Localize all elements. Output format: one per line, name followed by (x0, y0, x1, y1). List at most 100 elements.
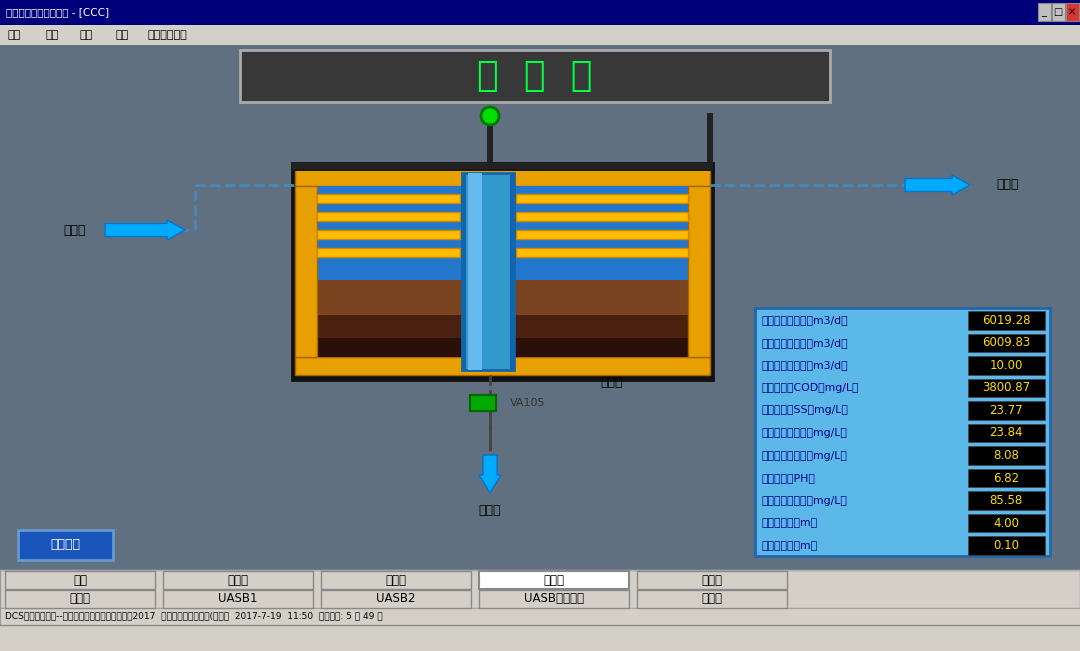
Bar (480, 590, 629, 608)
Bar (968, 311, 1045, 329)
Bar (295, 186, 318, 357)
Bar (295, 186, 710, 357)
Text: 6009.83: 6009.83 (982, 337, 1030, 350)
Text: 初沉池: 初沉池 (600, 376, 622, 389)
Bar (516, 212, 688, 221)
Text: 画面: 画面 (45, 30, 58, 40)
Bar (318, 194, 460, 203)
Bar (0, 45, 1080, 570)
Bar (0, 570, 1080, 608)
Bar (0, 0, 1080, 25)
Bar (968, 492, 1045, 510)
Text: VA105: VA105 (510, 398, 545, 408)
Bar (637, 571, 787, 589)
Text: 气浮池: 气浮池 (702, 574, 723, 587)
Text: 调节池: 调节池 (386, 574, 406, 587)
Text: 3800.87: 3800.87 (982, 381, 1030, 395)
Text: 东方仿真内部开发产品 - [CCC]: 东方仿真内部开发产品 - [CCC] (6, 7, 109, 17)
Text: 帮助: 帮助 (114, 30, 129, 40)
Text: 初沉池: 初沉池 (543, 574, 565, 587)
Bar (1038, 3, 1051, 21)
Bar (487, 113, 492, 168)
Bar (295, 168, 710, 186)
Text: 初沉池排泥流量（m3/d）: 初沉池排泥流量（m3/d） (761, 361, 848, 370)
Bar (318, 230, 460, 239)
Text: 23.77: 23.77 (989, 404, 1023, 417)
Text: UASB2: UASB2 (376, 592, 416, 605)
Bar (0, 608, 1080, 625)
Bar (163, 590, 313, 608)
Bar (163, 571, 313, 589)
FancyArrow shape (905, 175, 970, 195)
Bar (462, 173, 514, 370)
Bar (240, 50, 831, 102)
Bar (510, 173, 514, 370)
Text: 硬件故障修复: 硬件故障修复 (148, 30, 188, 40)
Bar (516, 194, 688, 203)
Bar (968, 401, 1045, 420)
Bar (0, 625, 1080, 651)
Bar (968, 514, 1045, 533)
Text: _: _ (1041, 7, 1047, 17)
Bar (292, 163, 713, 171)
Text: 23.84: 23.84 (989, 426, 1023, 439)
Bar (318, 248, 460, 257)
Text: 反应池: 反应池 (997, 178, 1020, 191)
Bar (1052, 3, 1065, 21)
Text: 初沉池出水流量（m3/d）: 初沉池出水流量（m3/d） (761, 338, 848, 348)
Bar (295, 338, 710, 357)
Bar (321, 571, 471, 589)
Text: 6.82: 6.82 (993, 471, 1020, 484)
Text: UASB出口管网: UASB出口管网 (524, 592, 584, 605)
FancyArrow shape (480, 455, 501, 493)
Bar (470, 395, 496, 411)
Bar (318, 212, 460, 221)
Bar (5, 571, 156, 589)
Text: DCS集散控制系统--工业废水处理工艺仿真大赛版2017  单机运行（未连接数(网站）  2017-7-19  11:50  操作计时: 5 分 49 秒: DCS集散控制系统--工业废水处理工艺仿真大赛版2017 单机运行（未连接数(网… (5, 611, 382, 620)
Bar (516, 230, 688, 239)
Bar (321, 590, 471, 608)
Text: 8.08: 8.08 (994, 449, 1018, 462)
Bar (292, 163, 713, 169)
Text: 初  沉  池: 初 沉 池 (477, 59, 593, 93)
Bar (968, 379, 1045, 397)
Text: ✕: ✕ (1068, 7, 1076, 17)
Bar (755, 308, 1050, 556)
Bar (968, 536, 1045, 555)
Circle shape (481, 107, 499, 125)
Text: 配水井: 配水井 (69, 592, 91, 605)
Bar (0, 25, 1080, 45)
Bar (480, 571, 629, 589)
Text: 初沉池液位（m）: 初沉池液位（m） (761, 518, 818, 528)
Bar (292, 163, 713, 380)
Text: 0.10: 0.10 (993, 539, 1020, 552)
Bar (18, 530, 113, 560)
Text: 4.00: 4.00 (993, 517, 1020, 530)
Text: 初沉池出水PH值: 初沉池出水PH值 (761, 473, 815, 483)
Text: UASB1: UASB1 (218, 592, 258, 605)
Text: 初沉池出水SS（mg/L）: 初沉池出水SS（mg/L） (761, 406, 848, 415)
Text: 初沉池出水COD（mg/L）: 初沉池出水COD（mg/L） (761, 383, 859, 393)
Bar (968, 356, 1045, 374)
Text: 下一页: 下一页 (702, 592, 723, 605)
FancyArrow shape (105, 220, 185, 240)
Text: 控制面板: 控制面板 (50, 538, 80, 551)
Bar (295, 314, 710, 357)
Bar (968, 333, 1045, 352)
Text: 浓缩池: 浓缩池 (478, 503, 501, 516)
Bar (968, 447, 1045, 465)
Text: 初沉池出水总磷（mg/L）: 初沉池出水总磷（mg/L） (761, 450, 847, 460)
Text: 初沉池出水总氮（mg/L）: 初沉池出水总氮（mg/L） (761, 428, 847, 438)
Text: 工艺: 工艺 (8, 30, 22, 40)
Bar (707, 113, 713, 168)
Text: 粗格栅: 粗格栅 (228, 574, 248, 587)
Bar (295, 357, 710, 375)
Bar (468, 173, 482, 370)
Bar (968, 424, 1045, 442)
Bar (1066, 3, 1079, 21)
Text: 85.58: 85.58 (989, 494, 1023, 507)
Bar (295, 280, 710, 357)
Bar (516, 248, 688, 257)
Text: 总图: 总图 (73, 574, 87, 587)
Bar (637, 590, 787, 608)
